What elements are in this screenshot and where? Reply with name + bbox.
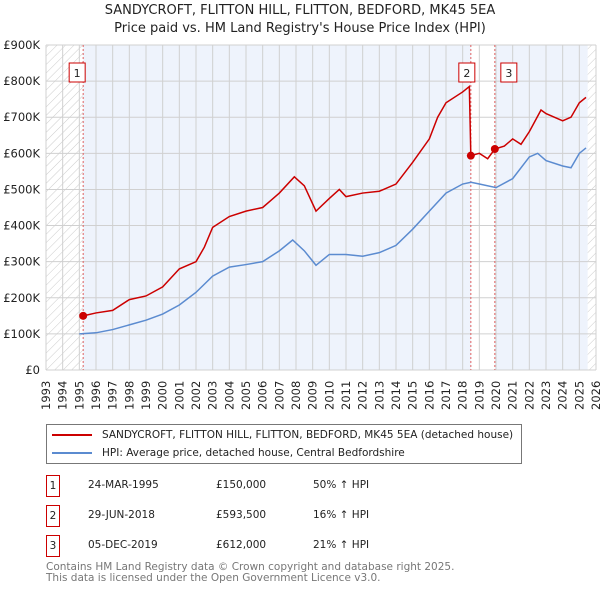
x-tick-label: 2007	[272, 381, 286, 410]
legend: SANDYCROFT, FLITTON HILL, FLITTON, BEDFO…	[46, 424, 522, 464]
sale-marker: 2	[46, 505, 60, 527]
x-tick-label: 2018	[456, 381, 470, 410]
x-tick-label: 2014	[389, 381, 403, 410]
x-tick-label: 1995	[72, 381, 86, 410]
footer-line: Contains HM Land Registry data © Crown c…	[46, 561, 455, 573]
sale-row: 1 24-MAR-1995 £150,000 50% ↑ HPI	[46, 475, 446, 497]
sale-hpi: 21% ↑ HPI	[313, 539, 370, 551]
x-tick-label: 2022	[522, 381, 536, 410]
series-line	[79, 147, 587, 335]
sale-row: 3 05-DEC-2019 £612,000 21% ↑ HPI	[46, 535, 446, 557]
x-tick-label: 2009	[306, 381, 320, 410]
x-tick-label: 2026	[589, 381, 600, 410]
sale-point	[79, 311, 88, 320]
x-tick-label: 2011	[339, 381, 353, 410]
x-tick-label: 2017	[439, 381, 453, 410]
x-tick-label: 2008	[289, 381, 303, 410]
x-tick-label: 2000	[156, 381, 170, 410]
x-tick-label: 2002	[189, 381, 203, 410]
sale-hpi: 50% ↑ HPI	[313, 479, 370, 491]
sale-label-box	[68, 62, 86, 83]
y-tick-label: £0	[25, 363, 40, 377]
x-tick-label: 2006	[256, 381, 270, 410]
x-tick-label: 2004	[222, 381, 236, 410]
sale-date: 05-DEC-2019	[88, 539, 158, 551]
pre-data-hatch	[46, 45, 84, 370]
x-tick-label: 1996	[89, 381, 103, 410]
ownership-shade	[83, 45, 471, 370]
x-tick-label: 2012	[356, 381, 370, 410]
legend-item-property: SANDYCROFT, FLITTON HILL, FLITTON, BEDFO…	[47, 426, 513, 444]
footer-line: This data is licensed under the Open Gov…	[46, 572, 381, 584]
x-tick-label: 2003	[206, 381, 220, 410]
y-tick-label: £800K	[3, 74, 40, 88]
post-data-hatch	[587, 45, 596, 370]
legend-label: SANDYCROFT, FLITTON HILL, FLITTON, BEDFO…	[102, 429, 514, 441]
sale-label: 3	[505, 67, 512, 80]
price-chart: 1993 1994 1995 1996 1997 1998 1999 2000 2001 2002…	[3, 38, 600, 410]
sale-row: 2 29-JUN-2018 £593,500 16% ↑ HPI	[46, 505, 446, 527]
x-tick-label: 2001	[172, 381, 186, 410]
x-tick-label: 2021	[506, 381, 520, 410]
x-tick-label: 2010	[322, 381, 336, 410]
sale-label-box	[500, 62, 518, 83]
x-tick-label: 1999	[139, 381, 153, 410]
x-tick-label: 2024	[556, 381, 570, 410]
sale-label: 2	[463, 67, 470, 80]
sale-date: 24-MAR-1995	[88, 479, 159, 491]
ownership-shade	[494, 45, 588, 370]
y-tick-label: £600K	[3, 146, 40, 160]
chart-subtitle: Price paid vs. HM Land Registry's House …	[114, 21, 486, 36]
sale-marker: 3	[46, 535, 60, 557]
series-line	[83, 84, 587, 317]
x-tick-label: 1994	[56, 381, 70, 410]
legend-label: HPI: Average price, detached house, Cent…	[102, 447, 405, 459]
sale-point	[490, 145, 499, 153]
sale-hpi: 16% ↑ HPI	[313, 509, 370, 521]
sale-point	[466, 151, 475, 160]
x-tick-label: 2016	[422, 381, 436, 410]
sale-price: £612,000	[216, 539, 267, 551]
y-tick-label: £100K	[3, 327, 40, 341]
x-tick-label: 2005	[239, 381, 253, 410]
x-tick-label: 1993	[39, 381, 53, 410]
y-tick-label: £700K	[3, 110, 40, 124]
y-tick-label: £400K	[3, 219, 40, 233]
sale-price: £593,500	[216, 509, 267, 521]
x-tick-label: 2023	[539, 381, 553, 410]
sale-label: 1	[74, 67, 81, 80]
sale-marker: 1	[46, 475, 60, 497]
y-tick-label: £500K	[3, 182, 40, 196]
x-tick-label: 2020	[489, 381, 503, 410]
y-tick-label: £900K	[3, 38, 40, 52]
x-tick-label: 2019	[472, 381, 486, 410]
sale-date: 29-JUN-2018	[88, 509, 155, 521]
x-tick-label: 2025	[572, 381, 586, 410]
sale-price: £150,000	[216, 479, 267, 491]
sale-label-box	[458, 62, 476, 83]
y-tick-label: £200K	[3, 291, 40, 305]
chart-title: SANDYCROFT, FLITTON HILL, FLITTON, BEDFO…	[104, 3, 496, 18]
x-tick-label: 1998	[122, 381, 136, 410]
x-tick-label: 1997	[106, 381, 120, 410]
y-tick-label: £300K	[3, 255, 40, 269]
x-tick-label: 2015	[406, 381, 420, 410]
x-tick-label: 2013	[372, 381, 386, 410]
legend-item-hpi: HPI: Average price, detached house, Cent…	[47, 444, 405, 462]
